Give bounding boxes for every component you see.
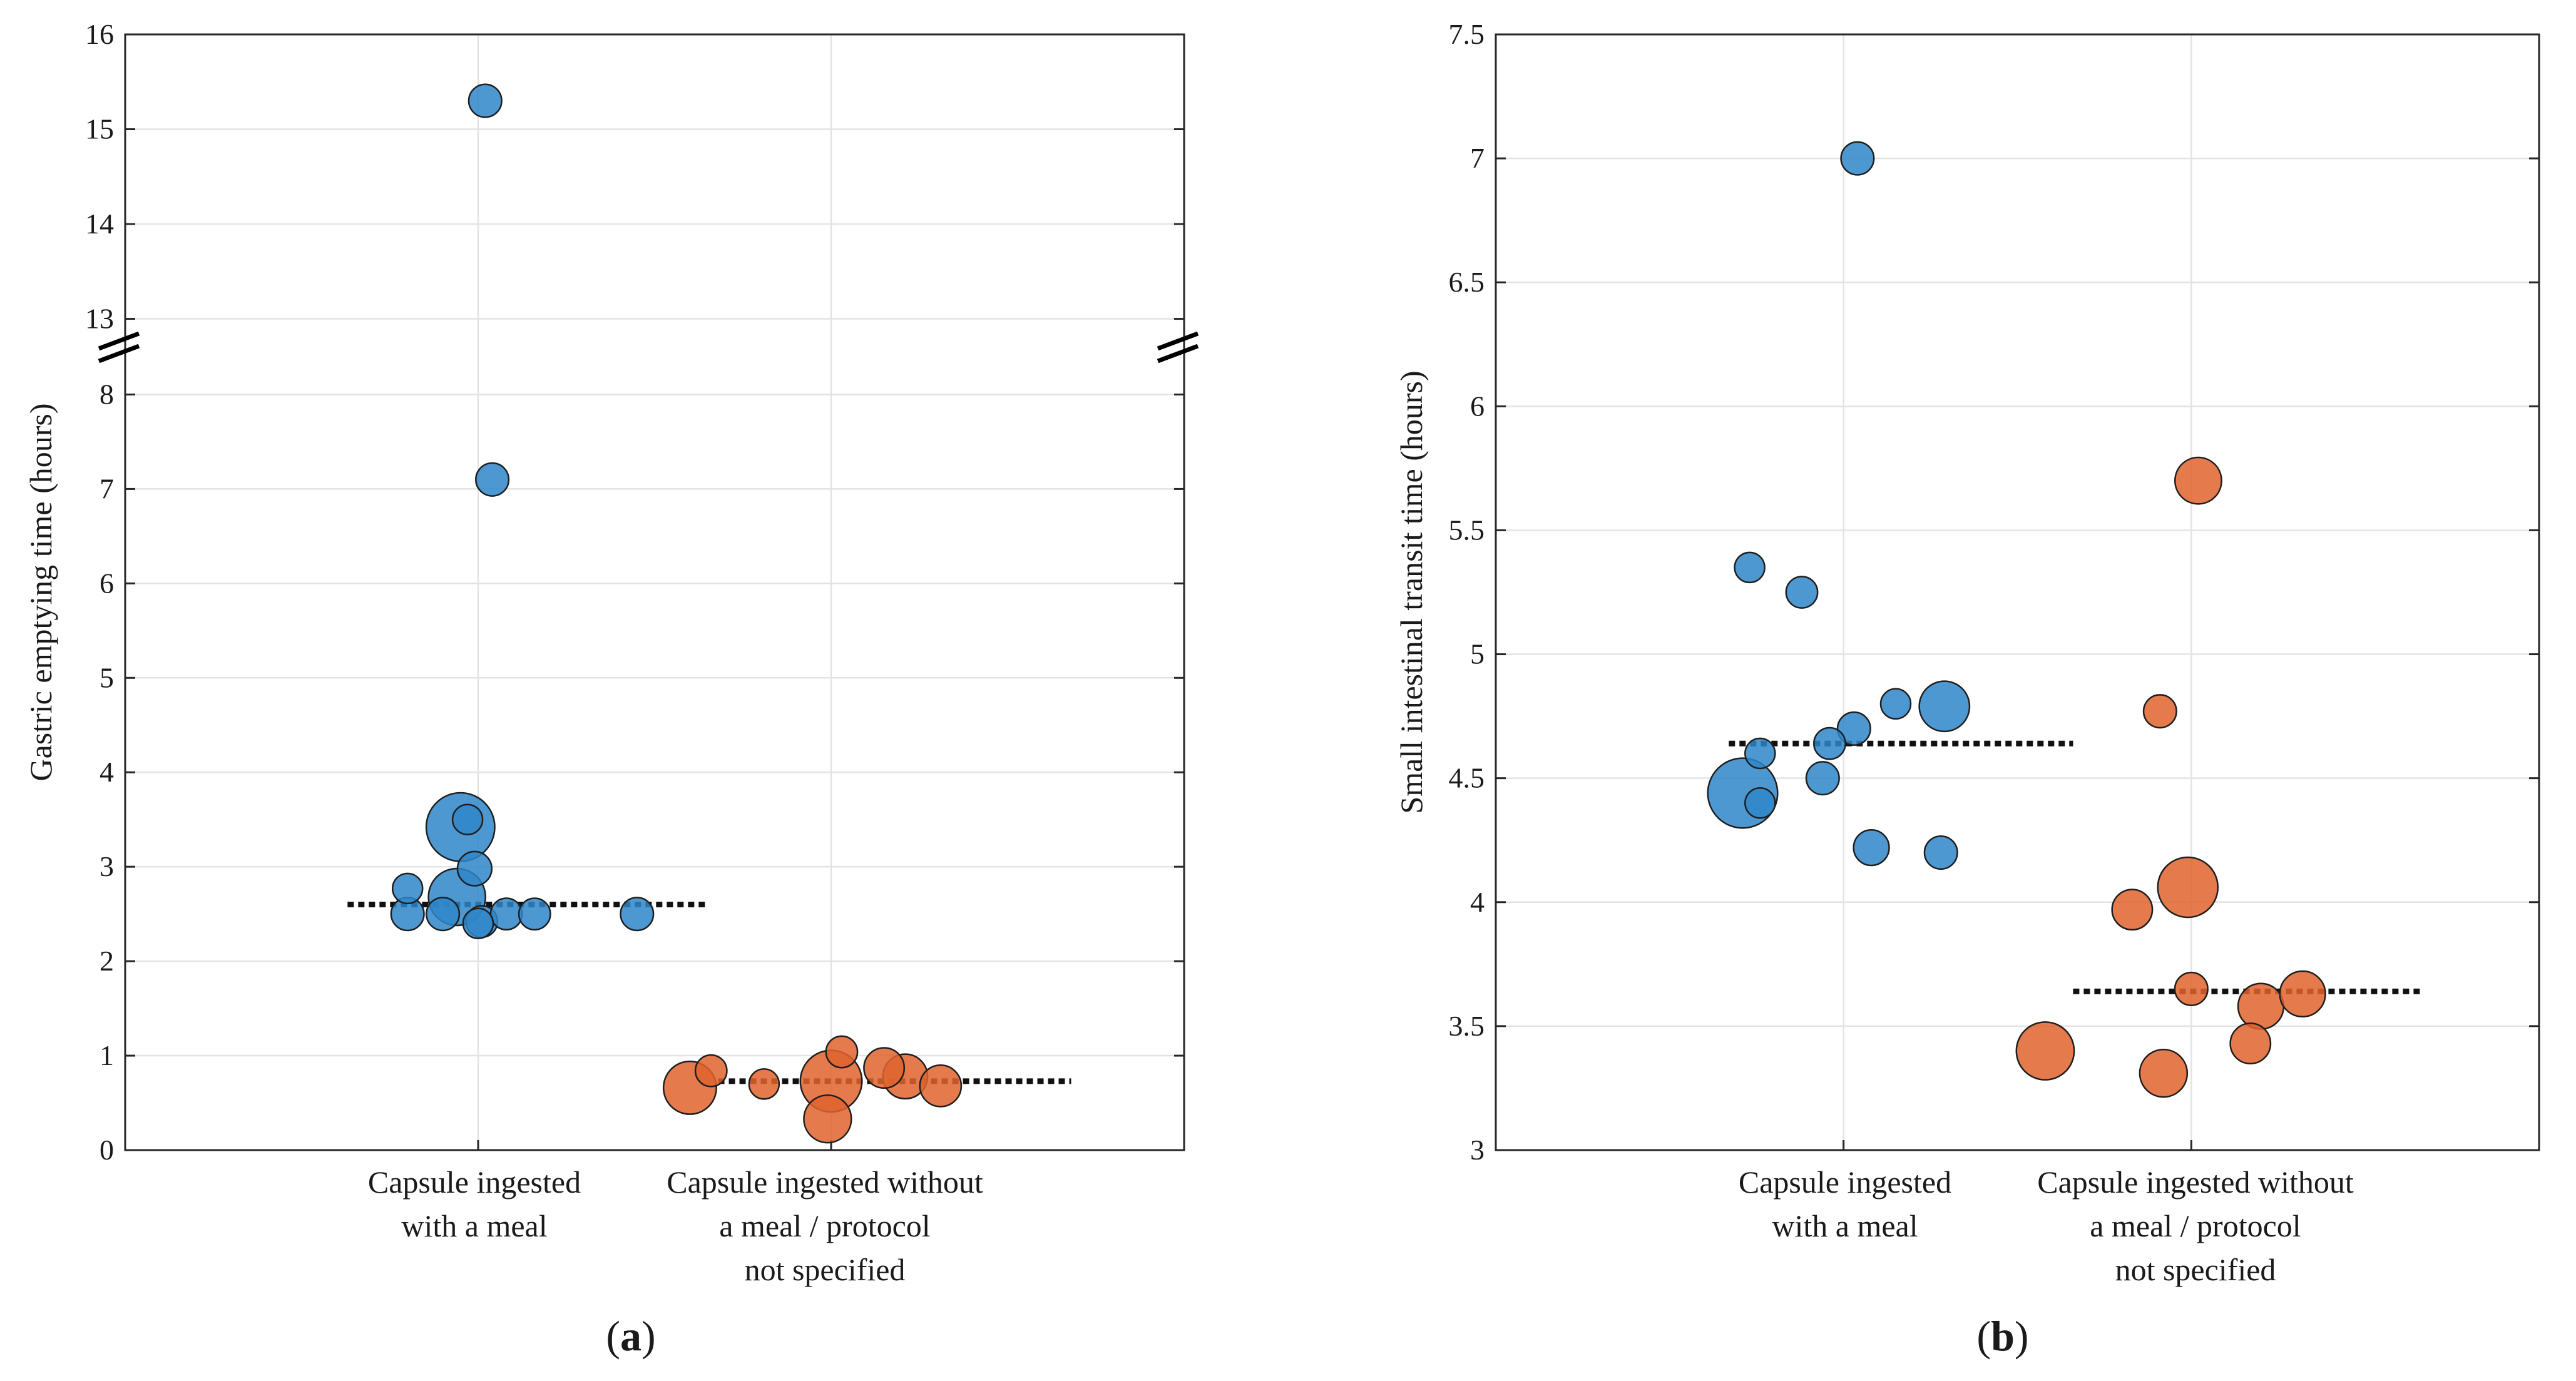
data-point (748, 1068, 780, 1100)
data-point (2157, 856, 2219, 919)
y-tick-label: 1 (100, 1039, 114, 1071)
data-point (391, 872, 424, 905)
y-tick-label: 5.5 (1449, 514, 1485, 546)
data-point (1836, 711, 1871, 746)
y-tick-label: 2 (100, 945, 114, 977)
y-axis-label: Gastric emptying time (hours) (23, 403, 58, 781)
category-label: a meal / protocol (719, 1208, 930, 1243)
y-tick-label: 16 (85, 18, 114, 50)
data-point (489, 897, 523, 931)
data-point (1918, 680, 1971, 733)
panel-label: (a) (606, 1312, 655, 1360)
y-tick-label: 7 (1470, 142, 1485, 174)
data-point (1813, 726, 1846, 760)
category-label: not specified (2115, 1252, 2276, 1287)
y-tick-label: 4.5 (1449, 762, 1485, 794)
data-point (2229, 1022, 2272, 1065)
category-label: Capsule ingested (368, 1164, 581, 1200)
y-tick-label: 6.5 (1449, 266, 1485, 298)
y-tick-label: 0 (100, 1134, 114, 1166)
data-point (1879, 688, 1912, 720)
data-point (1744, 737, 1776, 770)
category-label: Capsule ingested without (2037, 1164, 2354, 1200)
data-point (468, 83, 503, 118)
data-point (456, 850, 493, 887)
y-tick-label: 13 (85, 303, 114, 335)
data-point (2111, 889, 2154, 931)
data-point (1744, 787, 1776, 819)
y-tick-label: 3 (1470, 1134, 1485, 1166)
y-tick-label: 4 (1470, 886, 1485, 918)
data-point (462, 907, 494, 939)
y-tick-label: 6 (100, 567, 114, 599)
data-point (2279, 970, 2326, 1018)
y-tick-label: 3.5 (1449, 1010, 1485, 1042)
data-point (919, 1064, 963, 1108)
axis-break-mark (1157, 331, 1199, 351)
data-point (426, 897, 461, 932)
data-point (620, 897, 655, 932)
data-point (1785, 576, 1819, 609)
y-tick-label: 8 (100, 378, 114, 410)
category-label: not specified (745, 1252, 906, 1287)
data-point (1805, 761, 1840, 796)
y-tick-label: 15 (85, 113, 114, 145)
y-tick-label: 6 (1470, 390, 1485, 422)
y-tick-label: 5 (1470, 638, 1485, 670)
data-point (1853, 828, 1890, 867)
data-point (1734, 551, 1766, 584)
axis-break-mark (98, 344, 140, 364)
axis-break-mark (1157, 344, 1199, 364)
y-tick-label: 4 (100, 756, 114, 788)
panel-label: (b) (1976, 1312, 2028, 1360)
category-label: Capsule ingested without (667, 1164, 983, 1200)
axis-break-mark (98, 331, 140, 351)
data-point (694, 1054, 728, 1088)
y-tick-label: 7.5 (1449, 18, 1485, 50)
category-label: with a meal (401, 1208, 547, 1243)
axes-frame (1495, 33, 2540, 1151)
axes-frame (124, 33, 1185, 1151)
data-point (2015, 1021, 2075, 1081)
data-point (1923, 835, 1958, 870)
category-label: a meal / protocol (2090, 1208, 2301, 1243)
data-point (2139, 1048, 2189, 1098)
y-tick-label: 3 (100, 850, 114, 882)
category-label: with a meal (1772, 1208, 1918, 1243)
y-tick-label: 5 (100, 661, 114, 693)
data-point (2237, 982, 2285, 1030)
panel-b-chart: 3 3.5 4 4.5 5 5.5 6 6.5 7 7.5 Small intestinal tra… (1394, 18, 2540, 1360)
data-point (1840, 141, 1875, 176)
data-point (863, 1047, 906, 1089)
data-point (518, 897, 551, 931)
data-point (2174, 456, 2222, 505)
y-tick-label: 14 (85, 208, 114, 240)
data-point (803, 1094, 852, 1144)
y-axis-label: Small intestinal transit time (hours) (1394, 370, 1429, 813)
y-tick-label: 7 (100, 472, 114, 504)
category-label: Capsule ingested (1739, 1164, 1951, 1200)
data-point (451, 803, 484, 835)
data-point (475, 462, 510, 497)
data-point (2142, 694, 2177, 729)
data-point (825, 1035, 859, 1069)
data-point (2174, 971, 2209, 1006)
panel-a-chart: 0 1 2 3 4 5 6 7 8 13 14 15 16 Gastric emptying time (… (23, 18, 1199, 1360)
